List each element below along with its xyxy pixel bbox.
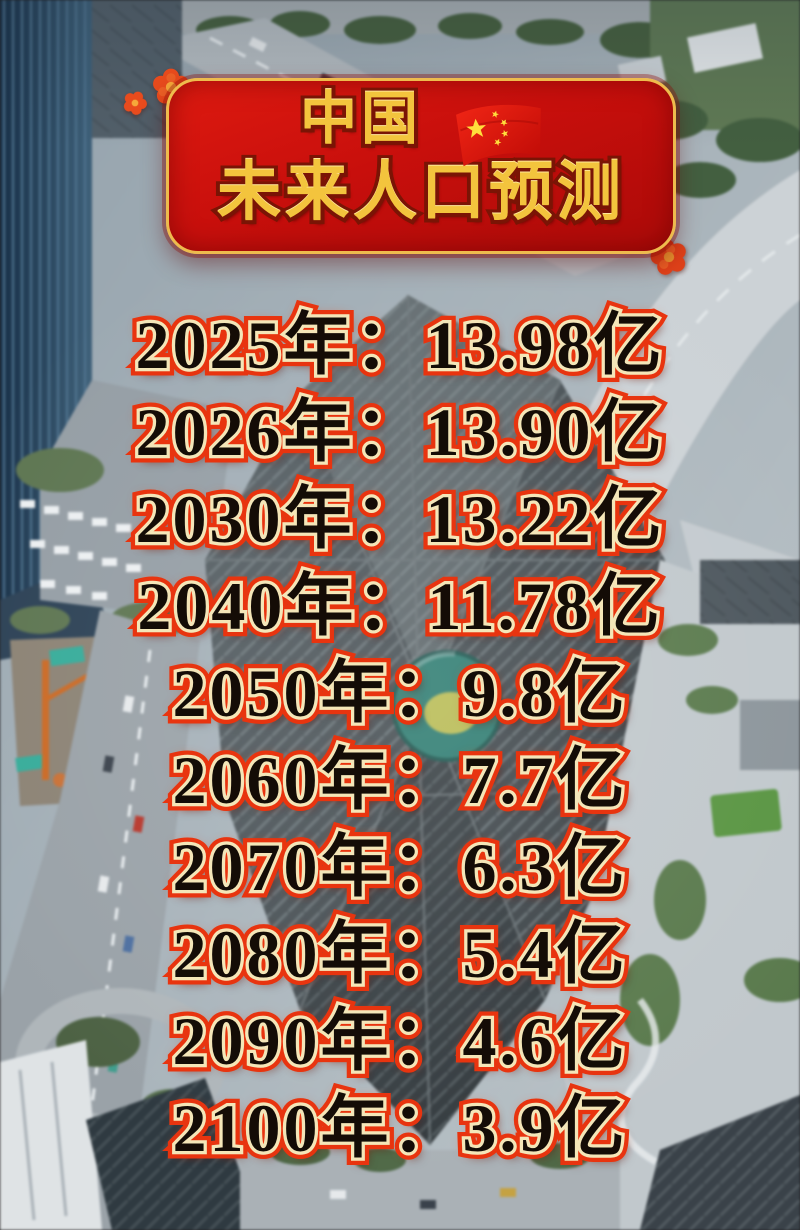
prediction-row-2040: 2040年：11.78亿 2040年：11.78亿 2040年：11.78亿 <box>0 561 800 652</box>
prediction-text: 2060年：7.7亿 <box>172 742 628 818</box>
prediction-text: 2090年：4.6亿 <box>172 1003 628 1079</box>
prediction-text: 2026年：13.90亿 <box>128 387 669 478</box>
prediction-text: 2025年：13.98亿 <box>132 304 665 387</box>
prediction-text: 2026年：13.90亿 <box>135 394 665 470</box>
prediction-text: 2050年：9.8亿 <box>172 655 628 731</box>
prediction-text: 2030年：13.22亿 <box>135 481 665 557</box>
prediction-text: 2025年：13.98亿 <box>135 307 665 383</box>
right-district <box>560 560 800 1230</box>
title-line-2: 未来人口预测 未来人口预测 <box>169 153 673 232</box>
prediction-text: 2026年：13.90亿 <box>132 391 665 474</box>
prediction-text: 2080年：5.4亿 <box>172 916 628 992</box>
china-flag-icon <box>456 104 541 167</box>
bottom-left-area <box>0 988 620 1230</box>
prediction-text: 2040年：11.78亿 <box>130 561 667 652</box>
prediction-text: 2080年：5.4亿 <box>169 913 628 996</box>
title-line-1-text: 中国 <box>300 88 422 151</box>
prediction-row-2050: 2050年：9.8亿 2050年：9.8亿 2050年：9.8亿 <box>0 648 800 739</box>
prediction-row-2080: 2080年：5.4亿 2080年：5.4亿 2080年：5.4亿 <box>0 909 800 1000</box>
plum-blossom-icon <box>650 238 686 275</box>
prediction-text: 2030年：13.22亿 <box>132 478 665 561</box>
prediction-text: 2070年：6.3亿 <box>169 826 628 909</box>
prediction-text: 2060年：7.7亿 <box>169 739 628 822</box>
prediction-text: 2090年：4.6亿 <box>169 1000 628 1083</box>
prediction-text: 2030年：13.22亿 <box>128 474 669 565</box>
prediction-row-2060: 2060年：7.7亿 2060年：7.7亿 2060年：7.7亿 <box>0 735 800 826</box>
title-line-2-text: 未来人口预测 <box>217 157 625 228</box>
prediction-text: 2040年：11.78亿 <box>137 568 663 644</box>
prediction-text: 2025年：13.98亿 <box>128 300 669 391</box>
title-line-2-outline: 未来人口预测 <box>213 153 625 232</box>
prediction-text: 2100年：3.9亿 <box>172 1090 628 1166</box>
prediction-list: 2025年：13.98亿 2025年：13.98亿 2025年：13.98亿 2… <box>0 300 800 1174</box>
prediction-text: 2100年：3.9亿 <box>169 1087 628 1170</box>
prediction-text: 2070年：6.3亿 <box>165 822 632 913</box>
prediction-text: 2060年：7.7亿 <box>165 735 632 826</box>
prediction-text: 2070年：6.3亿 <box>172 829 628 905</box>
title-line-1-outline: 中国 <box>296 85 422 155</box>
prediction-row-2030: 2030年：13.22亿 2030年：13.22亿 2030年：13.22亿 <box>0 474 800 565</box>
title-line-1: 中国 中国 <box>109 85 613 155</box>
prediction-text: 2080年：5.4亿 <box>165 909 632 1000</box>
central-tower <box>205 294 665 1146</box>
prediction-row-2100: 2100年：3.9亿 2100年：3.9亿 2100年：3.9亿 <box>0 1083 800 1174</box>
title-banner: 中国 中国 未来人口预测 未来人口预测 <box>166 78 676 254</box>
prediction-row-2026: 2026年：13.90亿 2026年：13.90亿 2026年：13.90亿 <box>0 387 800 478</box>
prediction-text: 2040年：11.78亿 <box>134 565 663 648</box>
prediction-row-2025: 2025年：13.98亿 2025年：13.98亿 2025年：13.98亿 <box>0 300 800 391</box>
prediction-text: 2100年：3.9亿 <box>165 1083 632 1174</box>
prediction-text: 2090年：4.6亿 <box>165 996 632 1087</box>
prediction-text: 2050年：9.8亿 <box>169 652 628 735</box>
prediction-row-2090: 2090年：4.6亿 2090年：4.6亿 2090年：4.6亿 <box>0 996 800 1087</box>
prediction-text: 2050年：9.8亿 <box>165 648 632 739</box>
prediction-row-2070: 2070年：6.3亿 2070年：6.3亿 2070年：6.3亿 <box>0 822 800 913</box>
plum-blossom-icon <box>123 91 147 115</box>
